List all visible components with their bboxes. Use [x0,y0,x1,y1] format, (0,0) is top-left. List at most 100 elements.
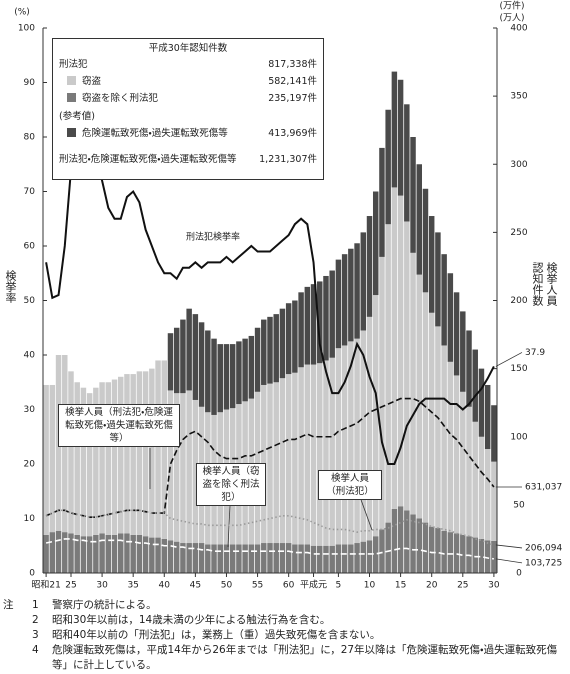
bar [43,384,49,535]
bar [242,338,248,402]
bar [360,330,367,542]
bar [142,371,149,537]
bar [124,533,130,573]
bar [491,461,497,541]
bar [198,543,205,573]
legend-row: 窃盗 582,141件 [59,75,317,89]
bar [236,544,242,573]
legend-label: 刑法犯・危険運転致死傷・過失運転致死傷等 [59,154,237,165]
note-text: 危険運転致死傷は，平成14年から26年までは「刑法犯」に，27年以降は「危険運転… [52,644,558,671]
bar [435,232,441,327]
y-tick-label: 20 [24,460,36,470]
bar [217,344,223,413]
y-tick-label: 10 [24,514,36,524]
bar [186,308,192,391]
data-label: 37.9 [525,348,545,358]
bar [341,544,348,573]
bar [447,532,454,573]
legend-swatch [67,128,76,137]
bar [173,393,180,542]
y-tick-label: 80 [24,133,36,143]
bar [335,544,342,573]
legend-value: 817,338件 [268,59,317,70]
bar [111,534,118,573]
bar [323,275,329,361]
bar [93,387,99,535]
y-tick-label: 60 [24,242,36,252]
leader-line [495,544,523,549]
bar [173,541,180,573]
bar [478,436,485,539]
bar [192,399,199,544]
bar [447,361,454,533]
legend-value: 413,969件 [268,128,317,139]
bar [466,330,472,407]
bar [397,79,404,196]
y2-axis-title: 検挙人員 [545,261,558,307]
bar [49,384,56,533]
bar [62,532,68,573]
bar [211,338,217,415]
bar [229,344,236,409]
bar [205,544,211,573]
bar [304,364,311,545]
bar [68,533,74,573]
legend: 平成30年認知件数 刑法犯 817,338件 窃盗 582,141件 窃盗を除く刑法… [52,38,324,180]
bar [198,322,205,407]
bar [335,348,342,545]
note-number: 4 [32,644,39,656]
y2-tick-label: 0 [516,569,522,579]
legend-label: 窃盗を除く刑法犯 [82,93,159,104]
bar [435,326,441,529]
bar [298,367,304,545]
legend-label: 危険運転致死傷・過失運転致死傷等 [82,128,228,139]
bar [118,533,124,573]
bar [416,164,422,275]
bar [354,338,360,544]
legend-row: 窃盗を除く刑法犯 235,197件 [59,92,317,106]
bar [292,372,298,545]
bar [236,341,242,405]
y-unit: (%) [14,8,30,18]
bar [242,544,248,573]
bar [360,232,367,331]
x-tick-label: 10 [364,581,376,591]
y2-tick-label: 100 [510,432,527,442]
bar [173,327,180,394]
bar [254,327,261,392]
bar [285,303,292,375]
series-line [45,509,495,546]
notes: 注 1 警察庁の統計による。 2 昭和30年以前は，14歳未満の少年による触法行為を含… [0,598,570,673]
bar [323,545,329,573]
bar [341,345,348,545]
bar [460,534,466,573]
bar [348,544,354,573]
bar [80,536,87,573]
bar [105,382,112,535]
y-tick-label: 70 [24,187,36,197]
x-tick-label: 35 [127,581,138,591]
bar [317,281,323,364]
note-number: 2 [32,614,39,626]
bar [292,300,298,373]
bar [211,544,217,573]
bar [223,544,230,573]
data-label: 631,037 [525,483,562,493]
y2-unit: (万人) [499,14,524,24]
y-tick-label: 100 [18,24,35,34]
x-tick-label: 15 [395,581,406,591]
bar [397,195,404,507]
bar [267,383,273,544]
bar [416,518,422,573]
bar [441,345,447,531]
bar [86,536,93,573]
bar [379,256,385,530]
note: 3 昭和40年以前の「刑法犯」は，業務上（重）過失致死傷を含まない。 [0,628,570,643]
bar [410,514,416,573]
x-tick-label: 55 [252,581,263,591]
bar [273,543,279,573]
bar [267,543,273,573]
bar [491,540,497,573]
bar [341,254,348,346]
legend-row: 刑法犯・危険運転致死傷・過失運転致死傷等 1,231,307件 [59,153,317,167]
